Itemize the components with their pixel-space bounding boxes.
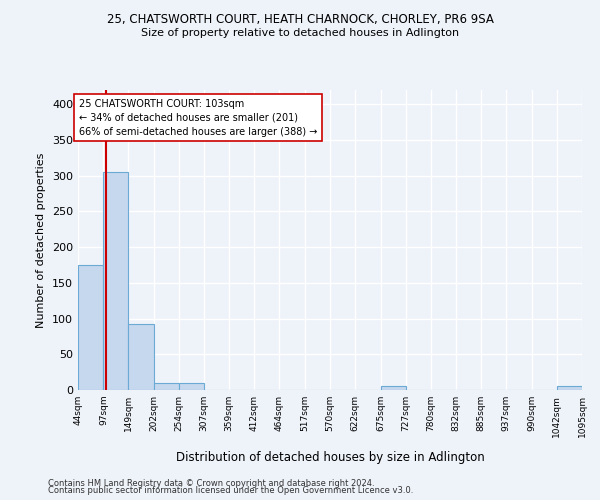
Text: Contains HM Land Registry data © Crown copyright and database right 2024.: Contains HM Land Registry data © Crown c… bbox=[48, 478, 374, 488]
Bar bbox=[128, 324, 154, 390]
Bar bbox=[557, 386, 582, 390]
Text: 25, CHATSWORTH COURT, HEATH CHARNOCK, CHORLEY, PR6 9SA: 25, CHATSWORTH COURT, HEATH CHARNOCK, CH… bbox=[107, 12, 493, 26]
Bar bbox=[154, 383, 179, 390]
Bar bbox=[103, 172, 128, 390]
Bar bbox=[78, 265, 103, 390]
Bar bbox=[380, 386, 406, 390]
Text: Contains public sector information licensed under the Open Government Licence v3: Contains public sector information licen… bbox=[48, 486, 413, 495]
Y-axis label: Number of detached properties: Number of detached properties bbox=[37, 152, 46, 328]
Text: Size of property relative to detached houses in Adlington: Size of property relative to detached ho… bbox=[141, 28, 459, 38]
Text: Distribution of detached houses by size in Adlington: Distribution of detached houses by size … bbox=[176, 451, 484, 464]
Bar bbox=[179, 383, 204, 390]
Text: 25 CHATSWORTH COURT: 103sqm
← 34% of detached houses are smaller (201)
66% of se: 25 CHATSWORTH COURT: 103sqm ← 34% of det… bbox=[79, 98, 317, 136]
